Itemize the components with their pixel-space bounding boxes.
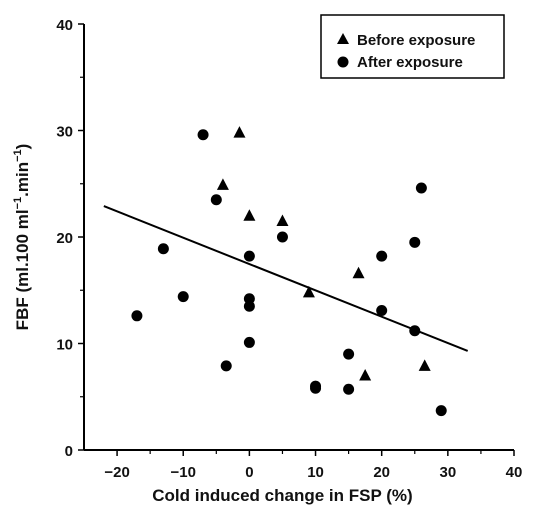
y-axis-title: FBF (ml.100 ml−1.min−1) [12, 144, 32, 331]
legend-circle-marker [337, 56, 349, 68]
point-after-exposure [376, 250, 388, 262]
y-tick-label: 30 [56, 124, 73, 141]
legend-box [320, 14, 505, 79]
x-tick-label: 30 [440, 464, 457, 481]
point-after-exposure [409, 325, 421, 337]
point-after-exposure [435, 405, 447, 417]
point-before-exposure [418, 359, 431, 371]
point-before-exposure [276, 214, 289, 227]
legend-label-after: After exposure [357, 54, 463, 71]
x-tick-label: 40 [506, 464, 523, 481]
point-after-exposure [243, 300, 255, 312]
x-tick-label: 20 [373, 464, 390, 481]
point-after-exposure [220, 360, 232, 372]
x-tick-label: 0 [245, 464, 253, 481]
y-axis-title-main: FBF (ml.100 ml [13, 209, 32, 330]
point-before-exposure [216, 178, 229, 190]
legend: Before exposure After exposure [320, 14, 505, 79]
point-before-exposure [359, 368, 372, 381]
y-axis-title-mid: .min [13, 162, 32, 197]
y-tick-label: 10 [56, 337, 73, 354]
point-after-exposure [177, 291, 189, 303]
point-before-exposure [233, 126, 246, 138]
ticks: −20 −10 0 10 20 30 40 0 10 20 30 40 [56, 17, 522, 481]
point-after-exposure [243, 250, 255, 262]
point-after-exposure [310, 382, 322, 394]
point-before-exposure [302, 285, 315, 298]
x-axis-title: Cold induced change in FSP (%) [152, 486, 412, 505]
y-tick-label: 20 [56, 230, 73, 247]
regression-line [103, 205, 469, 352]
point-after-exposure [409, 236, 421, 248]
legend-triangle-marker [337, 33, 349, 44]
x-tick-label: −20 [104, 464, 129, 481]
y-tick-label: 40 [56, 17, 73, 34]
point-after-exposure [210, 194, 222, 206]
point-before-exposure [243, 209, 256, 221]
point-after-exposure [343, 348, 355, 360]
x-tick-label: −10 [171, 464, 196, 481]
point-after-exposure [415, 182, 427, 194]
y-axis-title-end: ) [13, 144, 32, 150]
point-after-exposure [276, 231, 288, 243]
point-after-exposure [197, 129, 209, 141]
point-after-exposure [131, 310, 143, 322]
point-after-exposure [243, 336, 255, 348]
point-after-exposure [157, 243, 169, 255]
legend-label-before: Before exposure [357, 32, 475, 49]
data-points [131, 126, 447, 417]
y-axis-title-sup2: −1 [12, 149, 24, 162]
y-axis-title-sup1: −1 [12, 197, 24, 210]
point-after-exposure [376, 304, 388, 316]
point-after-exposure [343, 383, 355, 395]
y-tick-label: 0 [65, 443, 73, 460]
x-tick-label: 10 [307, 464, 324, 481]
axes [83, 24, 514, 451]
point-before-exposure [352, 266, 365, 279]
